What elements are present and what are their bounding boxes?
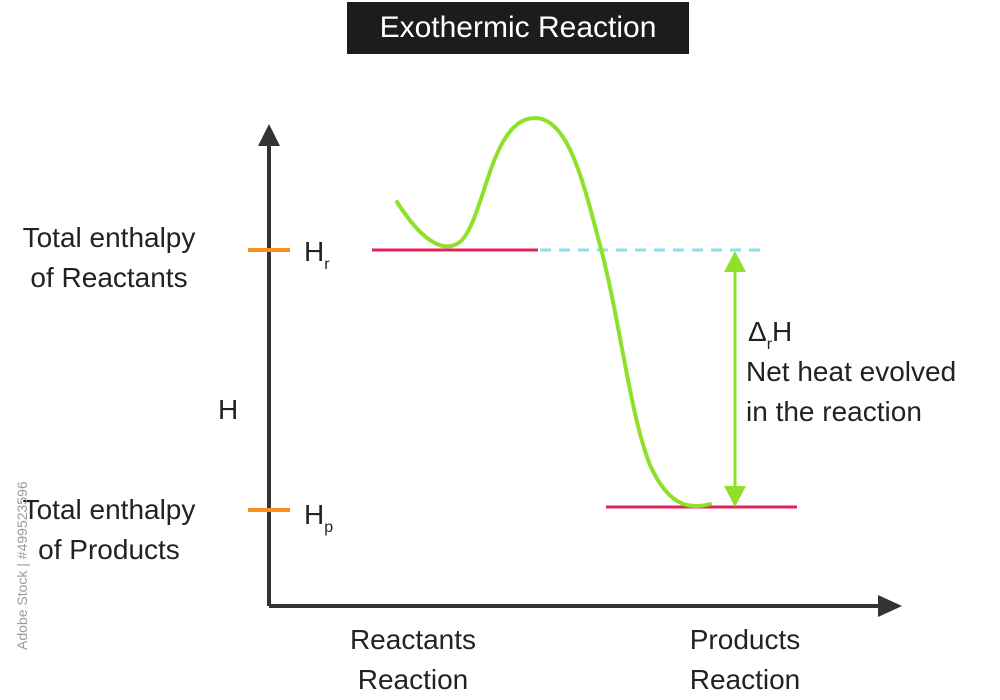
y-axis-label: H [218,394,239,425]
x-label-reactants: Reactants Reaction [320,620,506,700]
x-label-products: Products Reaction [652,620,838,700]
products-label-line2: of Products [38,534,180,565]
x-label-reactants-line2: Reaction [357,664,469,695]
watermark-text: Adobe Stock | #499523596 [14,481,30,650]
x-label-products-line2: Reaction [689,664,801,695]
delta-subscript: r [766,336,773,353]
delta-description: Net heat evolved in the reaction [746,352,956,432]
hr-symbol: Hr [304,232,330,285]
hr-main: H [304,236,325,267]
delta-description-line2: in the reaction [746,396,922,427]
reaction-curve [395,115,712,509]
x-label-reactants-line1: Reactants [349,624,477,655]
title-banner: Exothermic Reaction [347,2,689,54]
diagram-title: Exothermic Reaction [379,11,657,44]
hp-main: H [304,499,325,530]
products-label-line1: Total enthalpy [22,494,196,525]
delta-description-line1: Net heat evolved [746,356,957,387]
hr-subscript: r [324,256,330,273]
delta-h-symbol: ΔrH [748,312,792,365]
delta-arrow-up-icon [724,251,746,272]
reactants-enthalpy-label: Total enthalpy of Reactants [0,218,218,298]
delta-symbol: Δ [748,316,767,347]
reactants-label-line2: of Reactants [30,262,188,293]
hp-symbol: Hp [304,495,333,548]
products-enthalpy-label: Total enthalpy of Products [0,490,218,570]
hp-subscript: p [324,519,334,536]
y-axis-arrow-icon [258,124,280,146]
reactants-label-line1: Total enthalpy [22,222,196,253]
delta-h-letter: H [772,316,793,347]
x-label-products-line1: Products [689,624,801,655]
x-axis-arrow-icon [878,595,902,617]
delta-arrow-down-icon [724,486,746,507]
